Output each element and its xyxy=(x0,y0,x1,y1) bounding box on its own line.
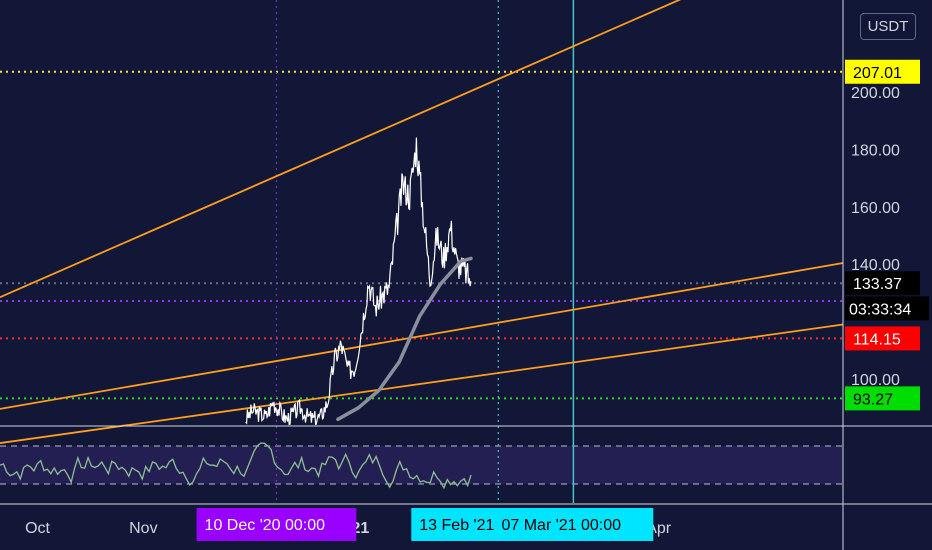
level-label-bg xyxy=(845,386,920,411)
level-label: 133.37 xyxy=(853,276,902,293)
level-label: 93.27 xyxy=(853,391,893,408)
time-label-bg xyxy=(411,508,507,541)
y-tick-label: 140.00 xyxy=(851,257,900,274)
level-label: 207.01 xyxy=(853,65,902,82)
trendline-0 xyxy=(0,0,682,299)
y-tick-label: 100.00 xyxy=(851,372,900,389)
time-label: 10 Dec '20 00:00 xyxy=(205,517,326,534)
x-tick-label: Nov xyxy=(129,520,157,537)
countdown-label: 03:33:34 xyxy=(849,301,911,318)
oscillator-panel xyxy=(0,442,843,490)
price-series xyxy=(245,137,473,425)
axis-labels: 100.00140.00160.00180.00200.00OctNov2021… xyxy=(25,59,929,541)
level-label-bg xyxy=(845,326,920,351)
moving-average-line xyxy=(336,256,473,422)
x-tick-label: Oct xyxy=(25,520,50,537)
price-line xyxy=(245,137,472,425)
time-label: 07 Mar '21 00:00 xyxy=(501,517,621,534)
countdown-bg xyxy=(845,296,929,321)
level-label-bg xyxy=(845,271,920,296)
oscillator-band xyxy=(0,446,843,484)
time-label: 13 Feb '21 xyxy=(419,517,494,534)
trendlines xyxy=(0,0,844,444)
time-label-bg xyxy=(196,508,357,541)
y-tick-label: 160.00 xyxy=(851,200,900,217)
time-label-bg xyxy=(493,508,654,541)
level-label: 114.15 xyxy=(853,331,901,348)
currency-button[interactable]: USDT xyxy=(860,13,916,40)
trendline-2 xyxy=(0,323,844,444)
trendline-1 xyxy=(0,262,844,410)
y-tick-label: 180.00 xyxy=(851,142,900,159)
horizontal-levels xyxy=(0,70,843,400)
oscillator-line xyxy=(0,442,472,490)
y-tick-label: 200.00 xyxy=(851,85,900,102)
level-label-bg xyxy=(845,59,920,84)
vertical-lines xyxy=(275,0,575,503)
